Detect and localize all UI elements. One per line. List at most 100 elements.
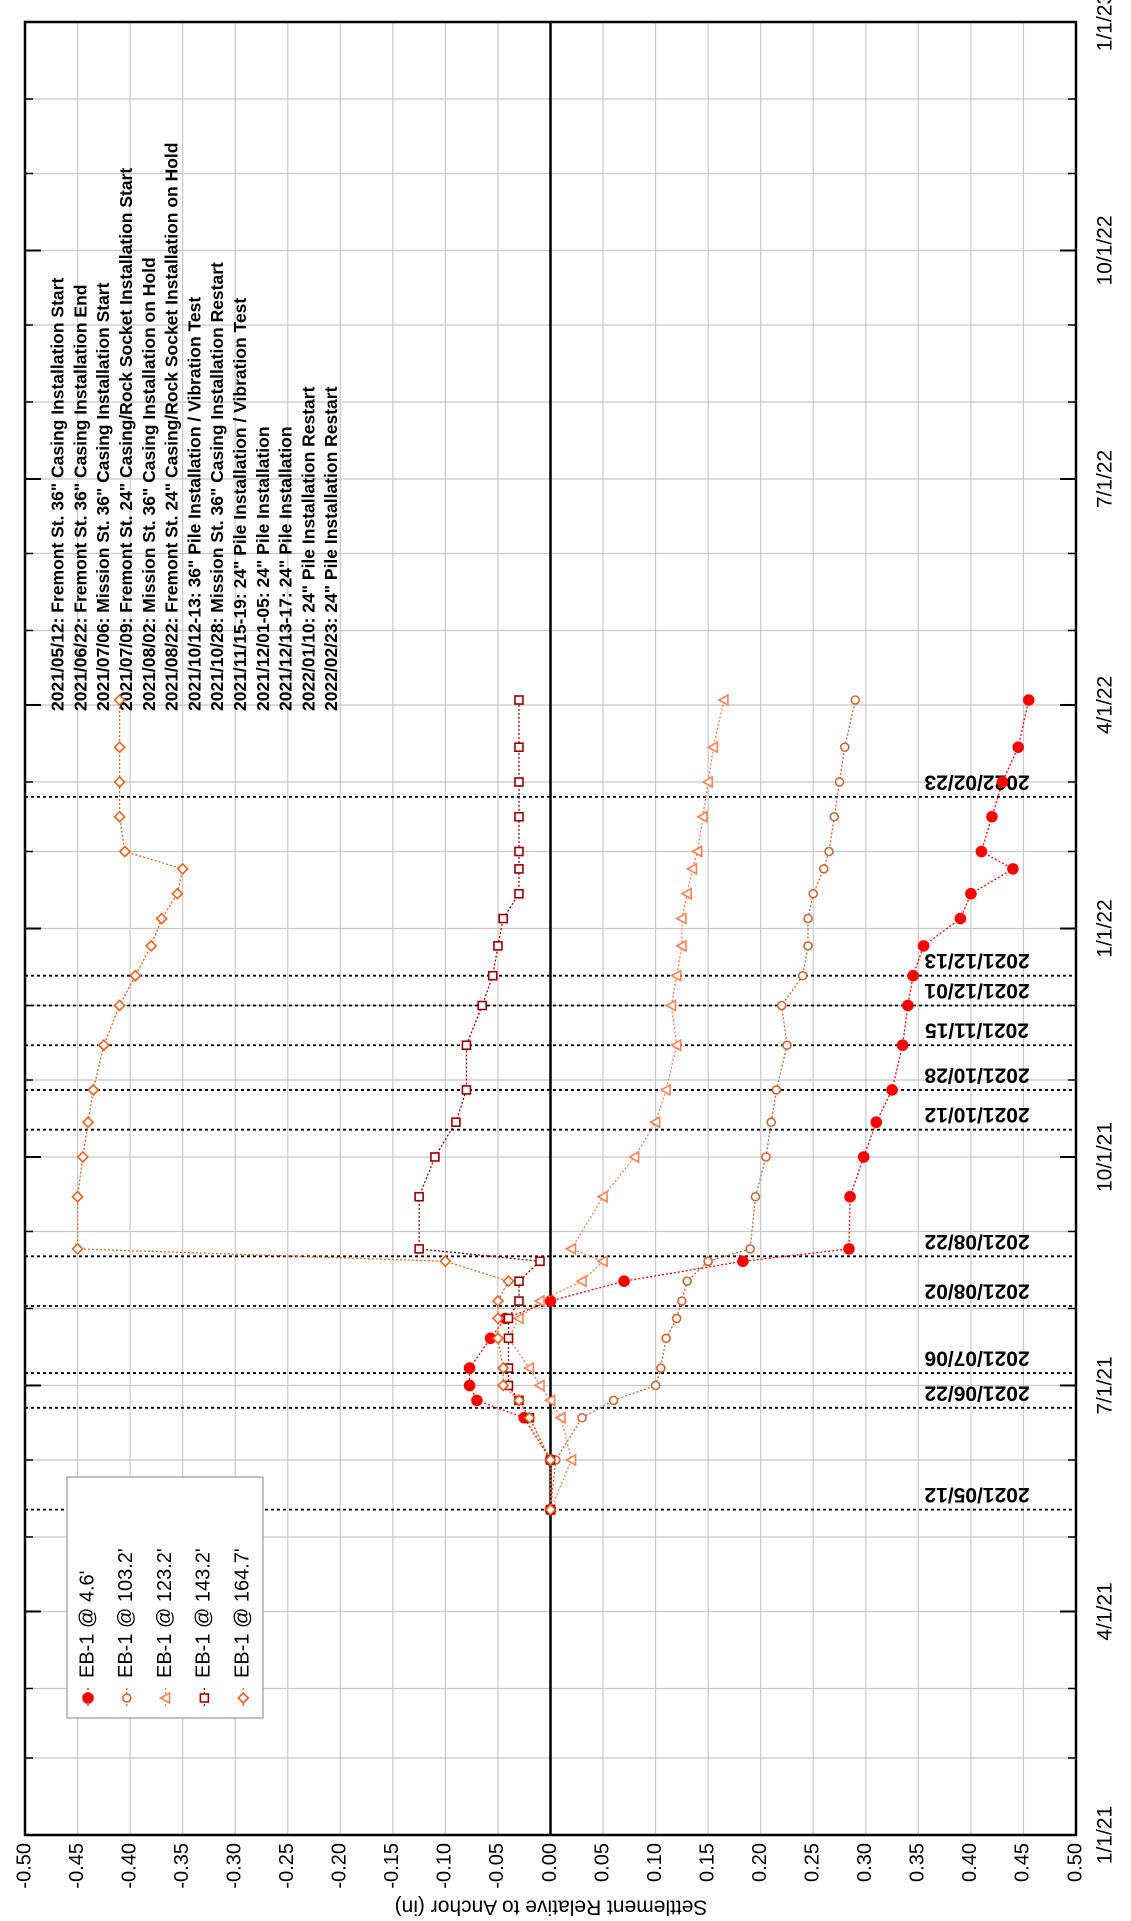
marker [554,1411,566,1425]
marker [514,864,524,874]
annotation: 2022/01/10: 24" Pile Installation Restar… [298,386,318,711]
event-label: 2021/06/22 [924,1381,1029,1404]
y-tick-label: 0.30 [854,1843,876,1882]
marker [803,941,813,951]
marker [493,941,503,951]
marker [87,1083,100,1097]
event-label: 2021/10/28 [924,1063,1029,1086]
marker [487,970,498,981]
marker [144,939,158,953]
y-tick-label: -0.30 [223,1843,245,1889]
marker [886,1084,898,1096]
marker [829,811,840,822]
marker [750,1191,761,1202]
event-label: 2021/12/01 [924,979,1029,1002]
event-label: 2021/08/22 [924,1230,1029,1253]
annotation: 2021/11/15-19: 24" Pile Installation / V… [230,298,250,711]
y-tick-label: -0.45 [66,1843,88,1889]
marker [523,1411,536,1424]
marker [497,1361,510,1375]
x-tick-label: 1/1/21 [1094,1806,1117,1864]
marker [696,810,708,824]
event-label: 2021/10/12 [924,1103,1029,1126]
legend-label: EB-1 @ 4.6' [76,1571,98,1679]
marker [113,810,126,823]
marker [782,1040,792,1051]
y-tick-label: 0.40 [959,1843,981,1882]
annotation: 2021/08/22: Fremont St. 24" Casing/Rock … [162,143,182,711]
marker [596,1190,608,1204]
marker [118,845,131,858]
marker [81,1116,95,1129]
marker [477,1000,487,1011]
annotation: 2021/06/22: Fremont St. 36" Casing Insta… [70,285,90,711]
marker [954,912,967,925]
marker [522,1361,535,1375]
marker [113,741,126,754]
annotation: 2021/07/09: Fremont St. 24" Casing/Rock … [116,168,136,711]
annotation: 2021/08/02: Mission St. 36" Casing Insta… [139,257,159,711]
marker [685,862,698,876]
marker [776,1000,787,1011]
marker [512,1394,526,1407]
marker [503,1333,514,1344]
legend-label: EB-1 @ 103.2' [115,1548,137,1678]
marker [514,777,524,787]
marker [430,1152,440,1162]
marker [577,1412,587,1423]
marker [596,1254,608,1268]
marker [71,1242,84,1256]
marker [575,1274,587,1288]
marker [677,1296,687,1306]
y-tick-label: -0.15 [381,1843,403,1889]
annotation: 2021/10/12-13: 36" Pile Installation / V… [184,297,204,711]
series-line [468,699,1030,1510]
marker [680,887,692,901]
marker [414,1244,424,1254]
marker [155,912,168,925]
x-tick-label: 4/1/22 [1094,676,1117,734]
marker [618,1275,630,1287]
event-label: 2021/08/02 [924,1279,1029,1302]
y-tick-label: 0.00 [539,1843,561,1882]
marker [650,1380,661,1391]
legend-marker [199,1693,210,1703]
marker [844,1190,856,1203]
marker [113,999,126,1012]
marker [824,846,834,857]
marker [669,1038,682,1052]
marker [675,939,687,953]
marker [514,1276,524,1286]
event-label: 2021/11/15 [925,1019,1029,1042]
x-tick-label: 7/1/21 [1094,1356,1117,1414]
y-tick-label: -0.05 [486,1843,508,1889]
marker [701,775,713,789]
y-tick-label: 0.35 [907,1843,929,1882]
y-tick-label: 0.10 [644,1843,666,1882]
marker [857,1151,870,1163]
legend-marker [122,1693,132,1703]
marker [543,1394,556,1407]
y-axis-label: Settlement Relative to Anchor (in) [395,1895,708,1918]
marker [113,693,126,707]
marker [491,1332,505,1345]
y-tick-label: -0.20 [329,1843,351,1889]
marker [503,1313,514,1324]
legend-label: EB-1 @ 164.7' [231,1548,253,1678]
y-tick-label: -0.25 [276,1843,298,1889]
legend-marker [82,1692,94,1704]
event-label: 2021/07/06 [924,1347,1029,1370]
marker [843,1243,855,1255]
y-tick-label: -0.40 [118,1843,140,1889]
event-label: 2021/12/13 [924,949,1029,972]
marker [514,846,524,857]
marker [627,1150,640,1164]
marker [671,1313,682,1324]
marker [498,913,509,924]
marker [1012,741,1024,754]
marker [675,912,687,925]
y-tick-label: 0.20 [749,1843,771,1882]
event-label: 2022/02/23 [924,770,1029,793]
